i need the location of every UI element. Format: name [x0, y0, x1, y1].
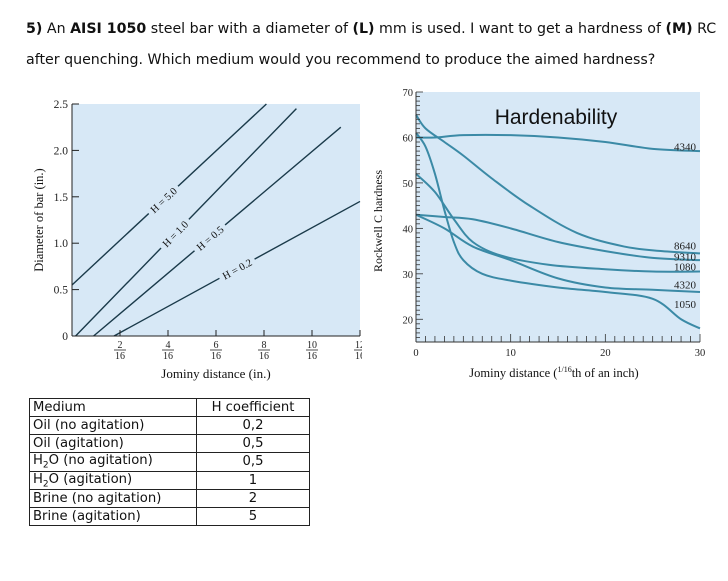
x-tick-denominator: 16 [163, 351, 173, 362]
series-label-4320: 4320 [674, 280, 697, 292]
y-tick-label: 2.0 [54, 145, 69, 157]
medium-cell: H2O (no agitation) [29, 452, 197, 472]
hardenability-chart-lines [415, 114, 701, 330]
x-tick-numerator: 12 [355, 340, 362, 351]
diameter-chart-x-label: Jominy distance (in.) [161, 366, 270, 381]
x-tick-denominator: 16 [259, 351, 269, 362]
question-part1: An [42, 21, 71, 37]
x-tick-label: 1216 [354, 340, 362, 362]
steel-grade: AISI 1050 [70, 21, 147, 37]
diameter-chart-y-ticks: 0 0.5 1.0 1.5 2.0 2.5 [54, 99, 79, 343]
x-tick-label: 416 [162, 340, 174, 362]
y-tick-label: 0 [62, 331, 68, 343]
y-tick-label: 70 [403, 88, 414, 99]
x-tick-denominator: 16 [307, 351, 317, 362]
x-tick-numerator: 8 [262, 340, 267, 351]
y-tick-label: 2.5 [54, 99, 69, 111]
x-tick-label: 216 [114, 340, 126, 362]
diameter-chart-y-label: Diameter of bar (in.) [32, 168, 46, 271]
table-row: Brine (no agitation) 2 [29, 489, 310, 509]
x-tick-denominator: 16 [211, 351, 221, 362]
series-label-4340: 4340 [674, 142, 697, 154]
y-tick-label: 60 [403, 133, 414, 144]
x-tick-label: 30 [695, 348, 706, 359]
y-tick-label: 40 [403, 224, 414, 235]
medium-cell: H2O (agitation) [29, 470, 197, 491]
hardenability-chart-title: Hardenability [495, 106, 618, 129]
hardenability-chart-plot-area [416, 92, 700, 342]
x-tick-numerator: 10 [307, 340, 317, 351]
hardenability-curve-4320 [415, 213, 701, 293]
table-row: Brine (agitation) 5 [29, 507, 310, 527]
series-label-1050: 1050 [674, 299, 697, 311]
x-tick-label: 20 [600, 348, 611, 359]
h-cell: 0,5 [196, 452, 310, 472]
medium-cell: Oil (agitation) [29, 434, 197, 453]
x-tick-denominator: 16 [355, 351, 362, 362]
x-tick-label: 616 [210, 340, 222, 362]
series-label-9310: 9310 [674, 252, 697, 264]
question-text: 5) An AISI 1050 steel bar with a diamete… [26, 14, 722, 76]
variable-M: (M) [665, 21, 693, 37]
line-label-background [189, 219, 229, 256]
header-h-coefficient: H coefficient [196, 398, 310, 417]
medium-cell: Brine (no agitation) [29, 489, 197, 509]
x-tick-numerator: 4 [166, 340, 171, 351]
variable-L: (L) [352, 21, 375, 37]
hardenability-chart-y-ticks: 20 30 40 50 60 70 [403, 88, 423, 343]
x-tick-label: 0 [413, 348, 418, 359]
y-tick-label: 1.0 [54, 238, 69, 250]
h-coefficient-table: Medium H coefficient Oil (no agitation) … [29, 398, 310, 527]
y-tick-label: 50 [403, 179, 414, 190]
table-header-row: Medium H coefficient [29, 398, 310, 417]
line-label-background [216, 252, 258, 284]
hardenability-chart-x-label: Jominy distance (1/16th of an inch) [469, 365, 638, 380]
table-row: H2O (agitation) 1 [29, 470, 310, 491]
hardenability-curve-8640 [415, 114, 701, 255]
header-medium: Medium [29, 398, 197, 417]
x-tick-denominator: 16 [115, 351, 125, 362]
medium-cell: Brine (agitation) [29, 507, 197, 527]
hardenability-chart-y-label: Rockwell C hardness [371, 170, 385, 272]
hardenability-chart-x-ticks: 0 10 20 30 [413, 334, 705, 359]
question-part2: steel bar with a diameter of [146, 21, 353, 37]
question-number: 5) [26, 21, 43, 37]
y-tick-label: 30 [403, 270, 414, 281]
x-tick-numerator: 2 [118, 340, 123, 351]
question-part3: mm is used. I want to get a hardness of [374, 21, 666, 37]
diameter-chart-x-ticks: 21641661681610161216 [114, 330, 362, 362]
h-cell: 0,5 [196, 434, 310, 453]
y-tick-label: 0.5 [54, 285, 69, 297]
x-tick-label: 10 [505, 348, 516, 359]
line-label-background [143, 181, 183, 218]
h-cell: 2 [196, 489, 310, 509]
diameter-chart-plot-area [72, 104, 360, 336]
diameter-chart: H = 5.0H = 1.0 H = 0.5H = 0.2 00.51.01.52… [32, 99, 362, 381]
table-row: H2O (no agitation) 0,5 [29, 452, 310, 472]
y-tick-label: 1.5 [54, 192, 69, 204]
line-label-background [156, 214, 194, 253]
h-cell: 0,2 [196, 416, 310, 435]
h-cell: 1 [196, 470, 310, 491]
x-tick-numerator: 6 [214, 340, 219, 351]
y-tick-label: 20 [403, 315, 414, 326]
question-part4: RC after quenching. Which medium would y… [26, 21, 717, 68]
hardenability-curve-1050 [415, 132, 701, 330]
table-row: Oil (no agitation) 0,2 [29, 416, 310, 435]
series-label-1080: 1080 [674, 262, 697, 274]
series-label-8640: 8640 [674, 241, 697, 253]
x-tick-label: 816 [258, 340, 270, 362]
medium-cell: Oil (no agitation) [29, 416, 197, 435]
hardenability-curve-1080 [415, 173, 701, 273]
h-cell: 5 [196, 507, 310, 527]
table-row: Oil (agitation) 0,5 [29, 434, 310, 453]
